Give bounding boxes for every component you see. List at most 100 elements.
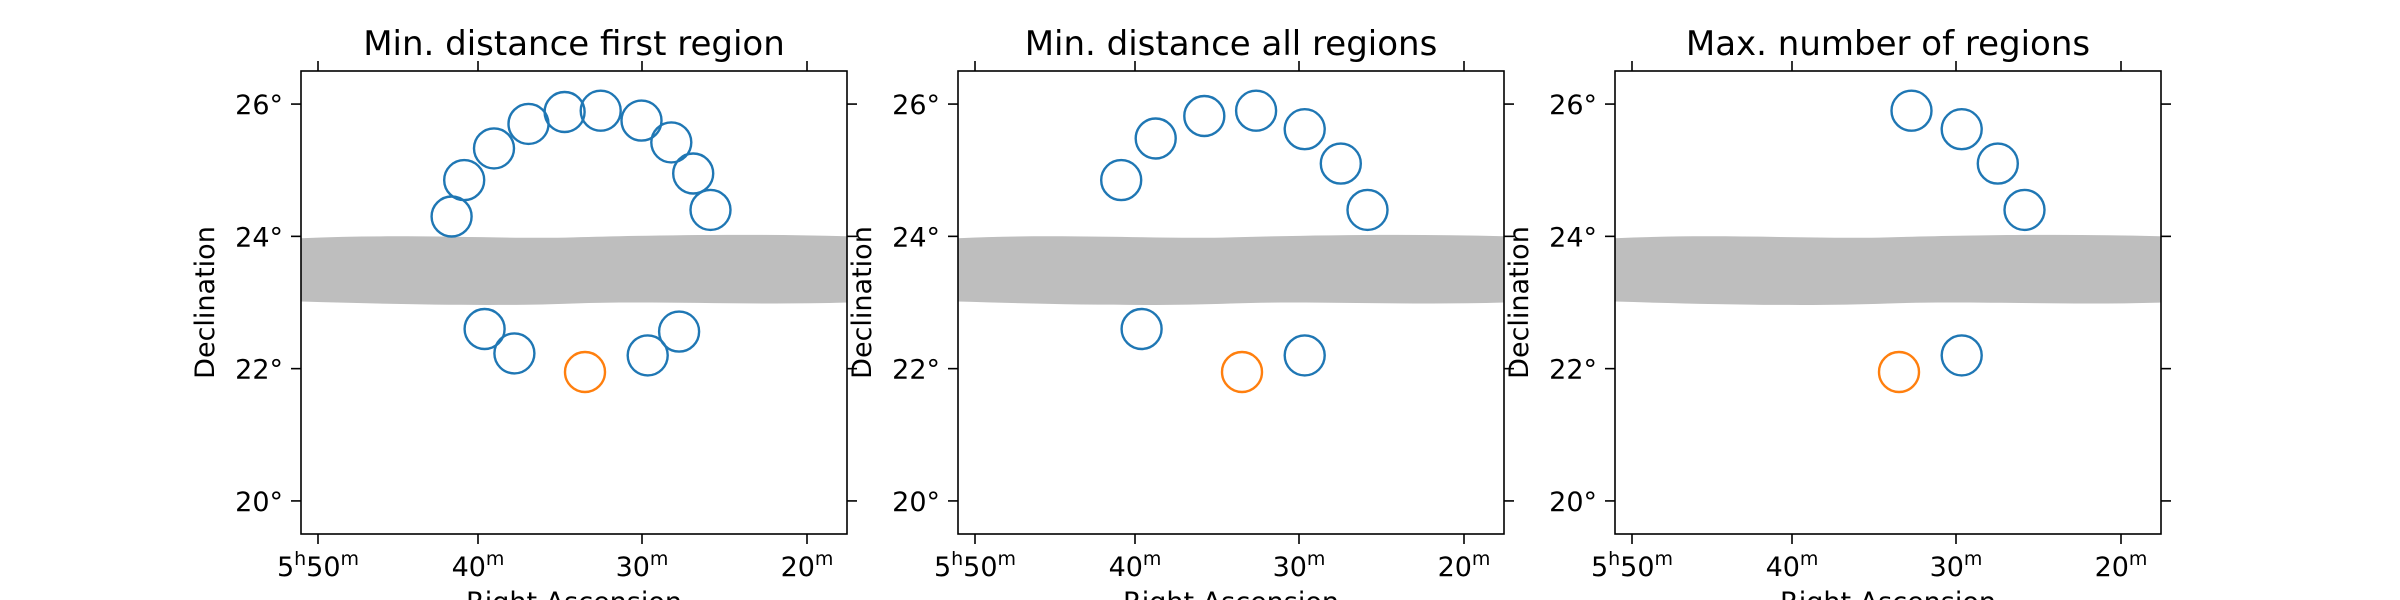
x-tick-h-sup: h — [951, 548, 963, 570]
x-tick-minutes: 50 — [306, 552, 340, 583]
y-axis-label: Declination — [1504, 226, 1535, 379]
off-region-1 — [430, 195, 473, 238]
y-axis-label: Declination — [190, 226, 221, 379]
off-region-2 — [443, 158, 486, 202]
y-tick-label: 20° — [235, 487, 283, 518]
axes-frame — [300, 70, 848, 535]
x-tick-h-sup: h — [294, 548, 306, 570]
x-tick-m-sup: m — [1143, 548, 1162, 570]
off-region-4 — [2003, 188, 2046, 232]
x-tick-label: 20m — [781, 548, 834, 583]
y-tick-label: 26° — [235, 90, 283, 121]
x-tick-m-sup: m — [2129, 548, 2148, 570]
y-axis-label: Declination — [847, 226, 878, 379]
off-region-10 — [689, 188, 732, 232]
y-tick-label: 22° — [1549, 355, 1597, 386]
y-tick-label: 24° — [1549, 222, 1597, 253]
off-region-6 — [1319, 142, 1363, 185]
y-tick-label: 24° — [235, 222, 283, 253]
x-tick-minutes: 20 — [781, 552, 815, 583]
off-region-9 — [1120, 307, 1163, 351]
off-region-3 — [1976, 142, 2020, 185]
x-tick-m-sup: m — [1655, 548, 1674, 570]
x-tick-label: 20m — [2095, 548, 2148, 583]
off-region-4 — [1234, 89, 1278, 132]
off-region-14 — [463, 307, 506, 351]
panel-title: Max. number of regions — [1686, 24, 2090, 64]
off-region-4 — [507, 102, 550, 146]
x-tick-m-sup: m — [998, 548, 1017, 570]
off-region-8 — [1283, 334, 1326, 377]
off-region-11 — [657, 310, 701, 353]
panel-title: Min. distance all regions — [1025, 24, 1438, 64]
off-region-5 — [1283, 107, 1326, 151]
x-axis-label: Right Ascension — [1123, 587, 1339, 600]
plot-area — [301, 89, 847, 394]
x-tick-label: 20m — [1438, 548, 1491, 583]
x-tick-m-sup: m — [815, 548, 834, 570]
off-region-1 — [1890, 89, 1933, 132]
off-region-3 — [1183, 94, 1226, 138]
x-tick-m-sup: m — [650, 548, 669, 570]
y-tick-label: 24° — [892, 222, 940, 253]
x-tick-minutes: 30 — [616, 552, 650, 583]
off-region-2 — [1940, 107, 1983, 151]
x-tick-h-sup: h — [1608, 548, 1620, 570]
off-region-12 — [626, 334, 669, 377]
exclusion-band — [958, 234, 1504, 305]
off-region-7 — [620, 99, 663, 142]
x-tick-minutes: 40 — [1766, 552, 1800, 583]
x-tick-minutes: 50 — [1620, 552, 1654, 583]
y-tick-label: 26° — [892, 90, 940, 121]
plot-area — [958, 89, 1504, 394]
x-tick-label: 30m — [616, 548, 669, 583]
y-tick-label: 20° — [892, 487, 940, 518]
x-tick-m-sup: m — [1964, 548, 1983, 570]
off-region-3 — [472, 127, 516, 170]
x-tick-label: 5h50m — [277, 548, 359, 583]
off-region-5 — [543, 90, 586, 134]
x-tick-hours: 5 — [277, 552, 294, 583]
x-tick-minutes: 20 — [2095, 552, 2129, 583]
x-tick-minutes: 30 — [1273, 552, 1307, 583]
exclusion-band — [1615, 234, 2161, 305]
x-tick-minutes: 30 — [1930, 552, 1964, 583]
x-tick-hours: 5 — [1591, 552, 1608, 583]
off-region-8 — [650, 121, 693, 164]
y-tick-label: 22° — [892, 355, 940, 386]
x-tick-label: 40m — [1109, 548, 1162, 583]
on-region — [1220, 350, 1264, 394]
x-tick-hours: 5 — [934, 552, 951, 583]
off-region-6 — [579, 89, 622, 132]
y-tick-label: 20° — [1549, 487, 1597, 518]
x-tick-m-sup: m — [1307, 548, 1326, 570]
axes-frame — [1614, 70, 2162, 535]
x-tick-label: 30m — [1273, 548, 1326, 583]
y-tick-label: 26° — [1549, 90, 1597, 121]
x-tick-label: 40m — [1766, 548, 1819, 583]
off-region-2 — [1134, 117, 1177, 160]
x-tick-label: 40m — [452, 548, 505, 583]
x-tick-m-sup: m — [486, 548, 505, 570]
off-region-13 — [493, 332, 536, 375]
x-tick-minutes: 40 — [1109, 552, 1143, 583]
on-region — [563, 350, 607, 394]
x-tick-label: 30m — [1930, 548, 1983, 583]
x-tick-minutes: 20 — [1438, 552, 1472, 583]
exclusion-band — [301, 234, 847, 305]
off-region-9 — [672, 152, 715, 195]
off-region-1 — [1099, 158, 1143, 202]
x-axis-label: Right Ascension — [1780, 587, 1996, 600]
x-tick-minutes: 50 — [963, 552, 997, 583]
axes-frame — [957, 70, 1505, 535]
plot-area — [1615, 89, 2161, 394]
x-tick-minutes: 40 — [452, 552, 486, 583]
off-region-7 — [1346, 188, 1389, 232]
x-tick-label: 5h50m — [1591, 548, 1673, 583]
x-tick-m-sup: m — [1800, 548, 1819, 570]
x-axis-label: Right Ascension — [466, 587, 682, 600]
